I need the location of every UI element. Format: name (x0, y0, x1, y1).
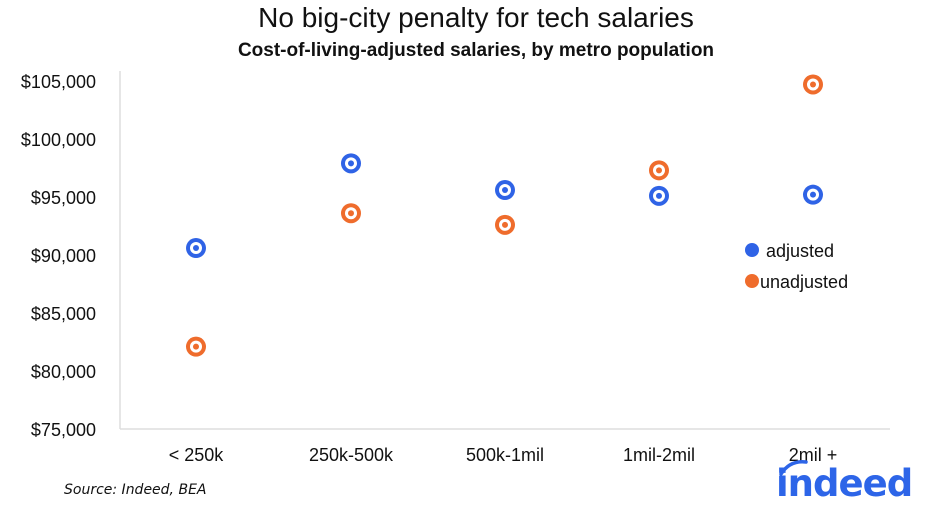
adjusted-point (649, 185, 669, 206)
marker-ring (656, 167, 662, 174)
x-tick-label: 250k-500k (309, 445, 394, 465)
legend-label-adjusted: adjusted (766, 241, 834, 261)
legend-marker-unadjusted (745, 274, 759, 288)
unadjusted-point (186, 336, 206, 357)
unadjusted-point (341, 203, 361, 224)
adjusted-point (803, 184, 823, 205)
adjusted-point (341, 153, 361, 174)
logo-text: indeed (776, 462, 913, 505)
marker-ring (193, 245, 199, 252)
x-tick-label: < 250k (169, 445, 225, 465)
unadjusted-point (649, 160, 669, 181)
legend-marker-adjusted (745, 243, 759, 257)
y-tick-label: $90,000 (31, 246, 96, 266)
marker-ring (193, 343, 199, 350)
marker-ring (502, 221, 508, 228)
marker-ring (502, 187, 508, 194)
x-tick-label: 500k-1mil (466, 445, 544, 465)
legend-label-unadjusted: unadjusted (760, 272, 848, 292)
x-tick-label: 2mil + (789, 445, 838, 465)
unadjusted-point (803, 74, 823, 95)
y-tick-label: $85,000 (31, 304, 96, 324)
marker-ring (810, 81, 816, 88)
marker-ring (810, 191, 816, 198)
unadjusted-point (495, 214, 515, 235)
y-tick-label: $75,000 (31, 420, 96, 440)
indeed-logo: indeed (776, 460, 913, 505)
chart-subtitle: Cost-of-living-adjusted salaries, by met… (237, 40, 715, 61)
x-tick-label: 1mil-2mil (623, 445, 695, 465)
marker-ring (656, 192, 662, 199)
logo-arc-icon (779, 460, 808, 476)
marker-ring (348, 210, 354, 217)
adjusted-point (186, 238, 206, 259)
y-tick-label: $100,000 (21, 130, 96, 150)
y-tick-label: $95,000 (31, 188, 96, 208)
y-tick-label: $105,000 (21, 72, 96, 92)
marker-ring (348, 160, 354, 167)
source-note: Source: Indeed, BEA (64, 482, 207, 498)
adjusted-point (495, 180, 515, 201)
chart-title: No big-city penalty for tech salaries (258, 2, 694, 33)
y-tick-label: $80,000 (31, 362, 96, 382)
